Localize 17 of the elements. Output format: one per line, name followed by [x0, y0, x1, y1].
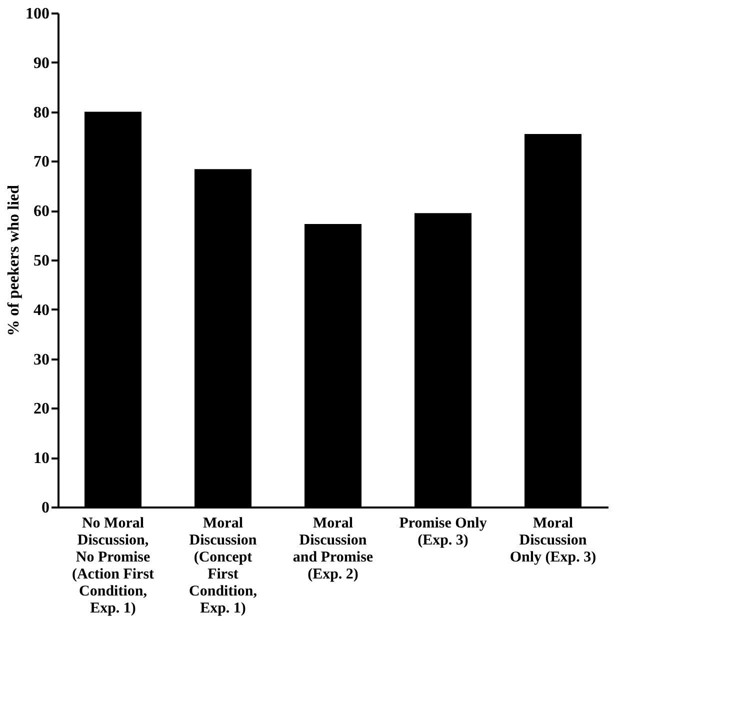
y-axis-title: % of peekers who lied [6, 184, 22, 336]
x-tick-label: Promise Only (Exp. 3) [399, 516, 488, 548]
x-tick-label: No Moral Discussion, No Promise (Action First Condition, Exp. 1) [72, 516, 154, 616]
x-tick-label: Moral Discussion Only (Exp. 3) [510, 516, 596, 566]
y-tick-label: 70 [34, 154, 50, 171]
y-tick-label: 40 [34, 302, 50, 319]
y-tick-label: 60 [34, 203, 50, 220]
y-tick-label: 0 [42, 500, 50, 516]
y-tick-label: 20 [34, 400, 50, 418]
y-tick-label: 50 [34, 252, 50, 270]
x-tick-label: Moral Discussion (Concept First Condition, Exp. 1) [189, 516, 258, 616]
y-tick-label: 80 [34, 104, 50, 122]
y-tick-label: 90 [34, 54, 50, 72]
y-tick-label: 10 [34, 450, 50, 468]
x-tick-label: Moral Discussion and Promise (Exp. 2) [292, 516, 374, 582]
y-tick-label: 30 [34, 351, 50, 368]
y-tick-label: 100 [26, 6, 50, 22]
